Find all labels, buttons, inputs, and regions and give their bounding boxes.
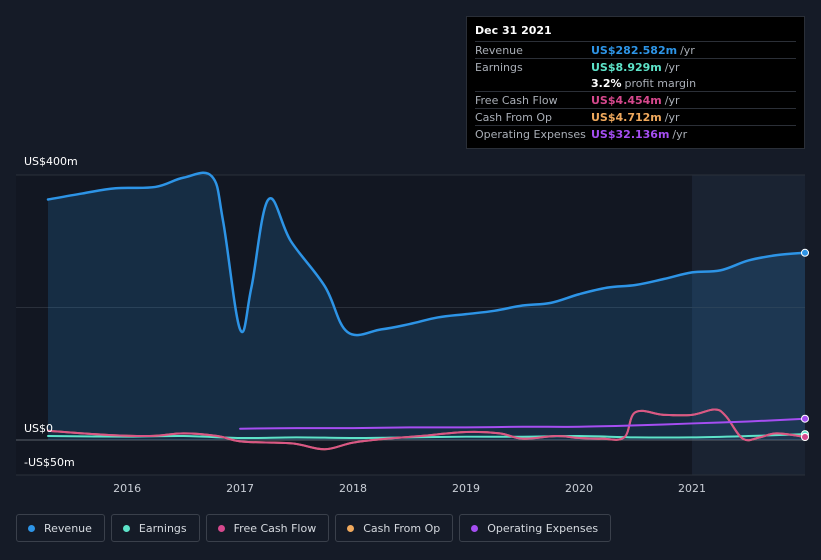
revenue-line — [46, 171, 807, 337]
tooltip-label: Earnings — [475, 60, 523, 74]
y-tick-label: US$400m — [24, 155, 78, 168]
earnings-line — [47, 433, 806, 440]
x-tick-label: 2019 — [452, 482, 480, 495]
x-tick-label: 2020 — [565, 482, 593, 495]
tooltip-value: US$4.712m — [591, 110, 662, 124]
legend-item-free-cash-flow[interactable]: Free Cash Flow — [205, 514, 330, 542]
legend-item-operating-expenses[interactable]: Operating Expenses — [459, 514, 612, 542]
tooltip-label: Free Cash Flow — [475, 93, 558, 107]
tooltip-value: US$282.582m — [591, 43, 678, 57]
tooltip-row: Operating Expenses US$32.136m/yr — [475, 125, 796, 142]
legend-label: Cash From Op — [363, 521, 441, 535]
tooltip-label: Cash From Op — [475, 110, 553, 124]
legend-label: Earnings — [138, 521, 187, 535]
chart-legend: Revenue Earnings Free Cash Flow Cash From O… — [16, 514, 612, 542]
tooltip-unit: /yr — [680, 43, 695, 57]
tooltip-row: Cash From Op US$4.712m/yr — [475, 108, 796, 125]
operating-expenses-end-point — [801, 414, 809, 423]
tooltip-row: Earnings US$8.929m/yr — [475, 58, 796, 75]
free-cash-flow-end-point — [801, 433, 809, 442]
tooltip-unit: /yr — [664, 93, 680, 107]
legend-item-revenue[interactable]: Revenue — [16, 514, 105, 542]
recent-period-shade — [692, 175, 805, 475]
legend-label: Free Cash Flow — [233, 521, 317, 535]
legend-dot-icon — [471, 524, 479, 532]
legend-label: Operating Expenses — [487, 521, 599, 535]
operating-expenses-line — [239, 417, 806, 430]
revenue-area — [48, 172, 805, 440]
x-tick-label: 2018 — [339, 482, 367, 495]
legend-dot-icon — [28, 524, 35, 532]
tooltip-label: Revenue — [475, 43, 523, 57]
tooltip-row: 3.2% profit margin — [475, 75, 796, 91]
legend-item-earnings[interactable]: Earnings — [110, 514, 200, 542]
tooltip-unit: /yr — [672, 127, 688, 141]
legend-dot-icon — [217, 524, 225, 532]
free-cash-flow-line — [47, 408, 806, 451]
tooltip-row: Revenue US$282.582m/yr — [475, 41, 796, 58]
tooltip-unit: profit margin — [624, 76, 697, 90]
legend-label: Revenue — [44, 521, 92, 535]
tooltip-label: Operating Expenses — [475, 127, 586, 141]
tooltip-value: US$4.454m — [591, 93, 662, 107]
tooltip-unit: /yr — [664, 60, 680, 74]
y-tick-label: -US$50m — [24, 456, 75, 469]
x-tick-label: 2017 — [226, 482, 254, 495]
legend-dot-icon — [122, 524, 130, 532]
data-tooltip: Dec 31 2021 Revenue US$282.582m/yr Earning… — [466, 16, 805, 149]
y-tick-label: US$0 — [24, 422, 53, 435]
x-tick-label: 2016 — [113, 482, 141, 495]
revenue-end-point — [801, 248, 809, 257]
tooltip-row: Free Cash Flow US$4.454m/yr — [475, 91, 796, 108]
x-tick-label: 2021 — [678, 482, 706, 495]
tooltip-value: US$8.929m — [591, 60, 662, 74]
tooltip-date: Dec 31 2021 — [475, 24, 552, 37]
legend-dot-icon — [347, 524, 355, 532]
legend-item-cash-from-op[interactable]: Cash From Op — [335, 514, 454, 542]
tooltip-value: 3.2% — [591, 76, 622, 90]
tooltip-unit: /yr — [664, 110, 680, 124]
tooltip-value: US$32.136m — [591, 127, 670, 141]
